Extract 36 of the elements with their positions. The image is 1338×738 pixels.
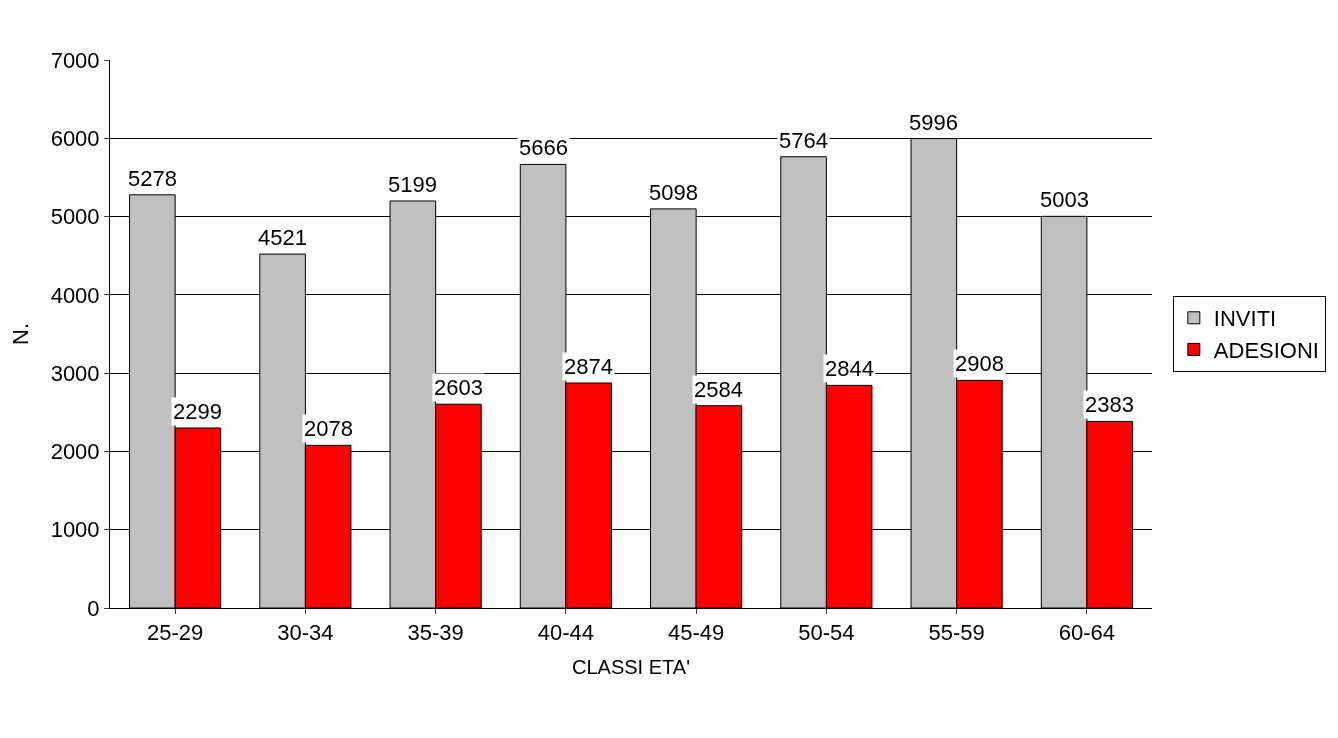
data-label: 5764 bbox=[779, 128, 828, 153]
y-tick-label: 0 bbox=[87, 595, 100, 621]
data-label: 2603 bbox=[434, 375, 483, 400]
data-label: 5199 bbox=[388, 172, 437, 197]
data-label: 4521 bbox=[258, 225, 307, 250]
y-tick-label: 3000 bbox=[50, 360, 100, 386]
x-tick-label: 45-49 bbox=[667, 620, 725, 646]
x-tick-label: 50-54 bbox=[798, 620, 855, 646]
data-label: 2584 bbox=[694, 377, 743, 402]
y-tick-label: 4000 bbox=[50, 282, 100, 308]
y-tick-label: 1000 bbox=[50, 517, 100, 543]
legend-label: INVITI bbox=[1213, 306, 1277, 332]
x-tick-label: 60-64 bbox=[1058, 620, 1116, 646]
data-label: 5666 bbox=[519, 135, 568, 160]
x-tick-label: 55-59 bbox=[928, 620, 985, 646]
x-tick-label: 40-44 bbox=[537, 620, 595, 646]
y-tick-label: 2000 bbox=[50, 439, 100, 465]
x-axis-title: CLASSI ETA' bbox=[572, 655, 690, 678]
data-label: 5003 bbox=[1040, 187, 1089, 212]
data-label: 2874 bbox=[564, 354, 613, 379]
x-tick-label: 25-29 bbox=[146, 620, 204, 646]
y-axis-title: N. bbox=[8, 323, 34, 345]
legend-label: ADESIONI bbox=[1213, 337, 1319, 363]
x-tick-label: 30-34 bbox=[277, 620, 334, 646]
data-label: 2299 bbox=[173, 399, 222, 424]
data-label: 2844 bbox=[825, 356, 874, 381]
data-label: 2383 bbox=[1085, 392, 1134, 417]
y-tick-label: 6000 bbox=[50, 125, 100, 151]
data-label: 5278 bbox=[128, 166, 177, 191]
x-tick-label: 35-39 bbox=[407, 620, 464, 646]
data-label: 2078 bbox=[304, 416, 353, 441]
data-label: 5996 bbox=[909, 110, 958, 135]
data-label: 2908 bbox=[955, 351, 1004, 376]
data-label: 5098 bbox=[649, 180, 698, 205]
y-tick-label: 5000 bbox=[50, 204, 100, 230]
y-tick-label: 7000 bbox=[50, 47, 100, 73]
